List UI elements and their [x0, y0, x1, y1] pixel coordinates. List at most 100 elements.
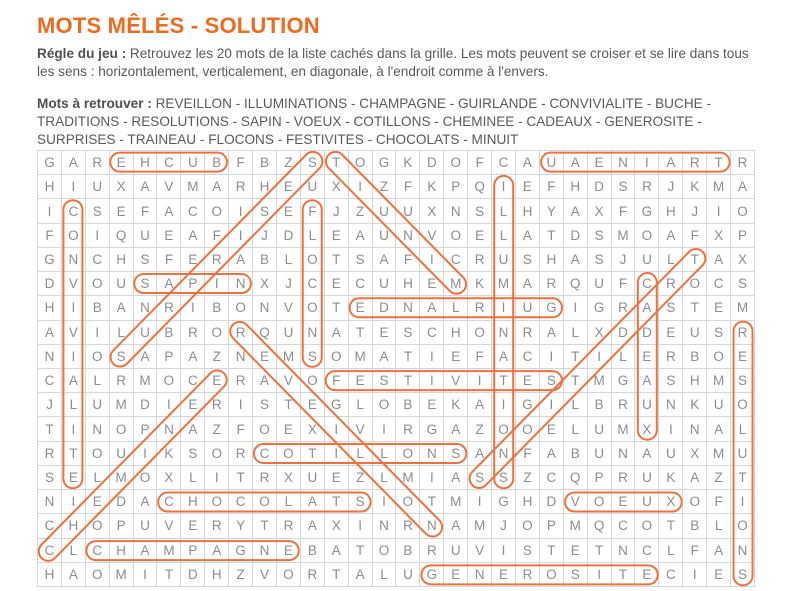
grid-cell: C [229, 490, 254, 515]
grid-cell: T [38, 417, 62, 442]
grid-cell: F [611, 199, 636, 224]
grid-cell: P [539, 514, 564, 539]
grid-cell: S [253, 393, 277, 418]
grid-cell: V [276, 368, 301, 394]
grid-cell: S [587, 223, 612, 248]
grid-cell: A [707, 538, 732, 563]
grid-cell: V [468, 538, 493, 563]
grid-cell: E [61, 465, 86, 491]
grid-cell: I [492, 175, 516, 200]
grid-cell: M [157, 538, 182, 563]
grid-cell: N [38, 490, 62, 515]
grid-cell: C [707, 272, 732, 297]
grid-cell: A [539, 320, 564, 345]
grid-cell: G [372, 151, 397, 176]
grid-cell: R [253, 465, 277, 491]
grid-cell: A [420, 296, 445, 321]
grid-cell: U [109, 441, 134, 466]
grid-cell: O [85, 344, 110, 369]
grid-cell: N [396, 296, 421, 321]
grid-cell: E [539, 417, 564, 442]
grid-cell: T [61, 441, 86, 466]
grid-cell: S [133, 247, 158, 273]
words-paragraph: Mots à retrouver : REVEILLON - ILLUMINAT… [37, 95, 761, 149]
grid-cell: A [707, 247, 732, 273]
grid-cell: M [611, 223, 636, 248]
grid-cell: X [300, 417, 325, 442]
page-header: MOTS MÊLÉS - SOLUTION Régle du jeu : Ret… [37, 0, 757, 158]
grid-cell: E [109, 151, 134, 176]
grid-cell: D [276, 223, 301, 248]
grid-cell: U [396, 562, 421, 587]
grid-cell: A [372, 344, 397, 369]
grid-cell: A [515, 223, 540, 248]
grid-cell: L [563, 417, 588, 442]
grid-cell: I [539, 393, 564, 418]
grid-cell: A [444, 465, 469, 491]
grid-cell: M [468, 514, 493, 539]
grid-cell: I [324, 417, 349, 442]
grid-cell: Z [348, 199, 373, 224]
grid-cell: V [444, 368, 469, 394]
grid-cell: S [348, 247, 373, 273]
grid-cell: B [205, 296, 230, 321]
grid-cell: A [731, 175, 755, 200]
grid-cell: A [635, 441, 660, 466]
grid-cell: I [61, 417, 86, 442]
grid-cell: J [683, 199, 708, 224]
grid-cell: Z [468, 417, 493, 442]
grid-cell: A [444, 417, 469, 442]
grid-cell: H [38, 175, 62, 200]
grid-cell: O [731, 393, 755, 418]
grid-cell: O [492, 417, 516, 442]
grid-cell: A [539, 441, 564, 466]
grid-cell: U [587, 272, 612, 297]
grid-cell: I [492, 538, 516, 563]
grid-cell: D [181, 562, 206, 587]
grid-cell: T [683, 247, 708, 273]
grid-cell: U [659, 441, 684, 466]
grid-cell: B [396, 538, 421, 563]
grid-cell: U [539, 151, 564, 176]
grid-cell: T [587, 538, 612, 563]
grid-cell: C [635, 272, 660, 297]
grid-cell: A [181, 223, 206, 248]
grid-cell: G [38, 247, 62, 273]
grid-cell: U [85, 393, 110, 418]
grid-cell: E [276, 417, 301, 442]
grid-cell: A [181, 417, 206, 442]
grid-cell: C [85, 538, 110, 563]
grid-cell: X [683, 441, 708, 466]
grid-cell: V [420, 223, 445, 248]
grid-cell: M [109, 465, 134, 491]
grid-cell: A [109, 296, 134, 321]
grid-cell: B [396, 393, 421, 418]
grid-cell: R [611, 465, 636, 491]
grid-cell: N [300, 320, 325, 345]
grid-cell: G [324, 393, 349, 418]
grid-cell: A [157, 272, 182, 297]
grid-cell: R [468, 296, 493, 321]
grid-cell: I [229, 393, 254, 418]
grid-cell: L [372, 465, 397, 491]
grid-cell: O [276, 441, 301, 466]
grid-cell: D [635, 320, 660, 345]
grid-cell: C [539, 465, 564, 491]
grid-cell: I [133, 562, 158, 587]
grid-cell: F [468, 344, 493, 369]
grid-cell: A [707, 417, 732, 442]
grid-cell: E [253, 344, 277, 369]
grid-cell: O [109, 417, 134, 442]
grid-cell: S [444, 441, 469, 466]
grid-cell: C [38, 538, 62, 563]
grid-cell: R [38, 441, 62, 466]
grid-cell: J [253, 223, 277, 248]
grid-cell: C [85, 247, 110, 273]
grid-cell: N [611, 538, 636, 563]
grid-cell: T [157, 562, 182, 587]
grid-cell: F [683, 223, 708, 248]
grid-cell: I [133, 441, 158, 466]
grid-cell: U [372, 272, 397, 297]
grid-cell: E [348, 368, 373, 394]
grid-cell: N [611, 441, 636, 466]
